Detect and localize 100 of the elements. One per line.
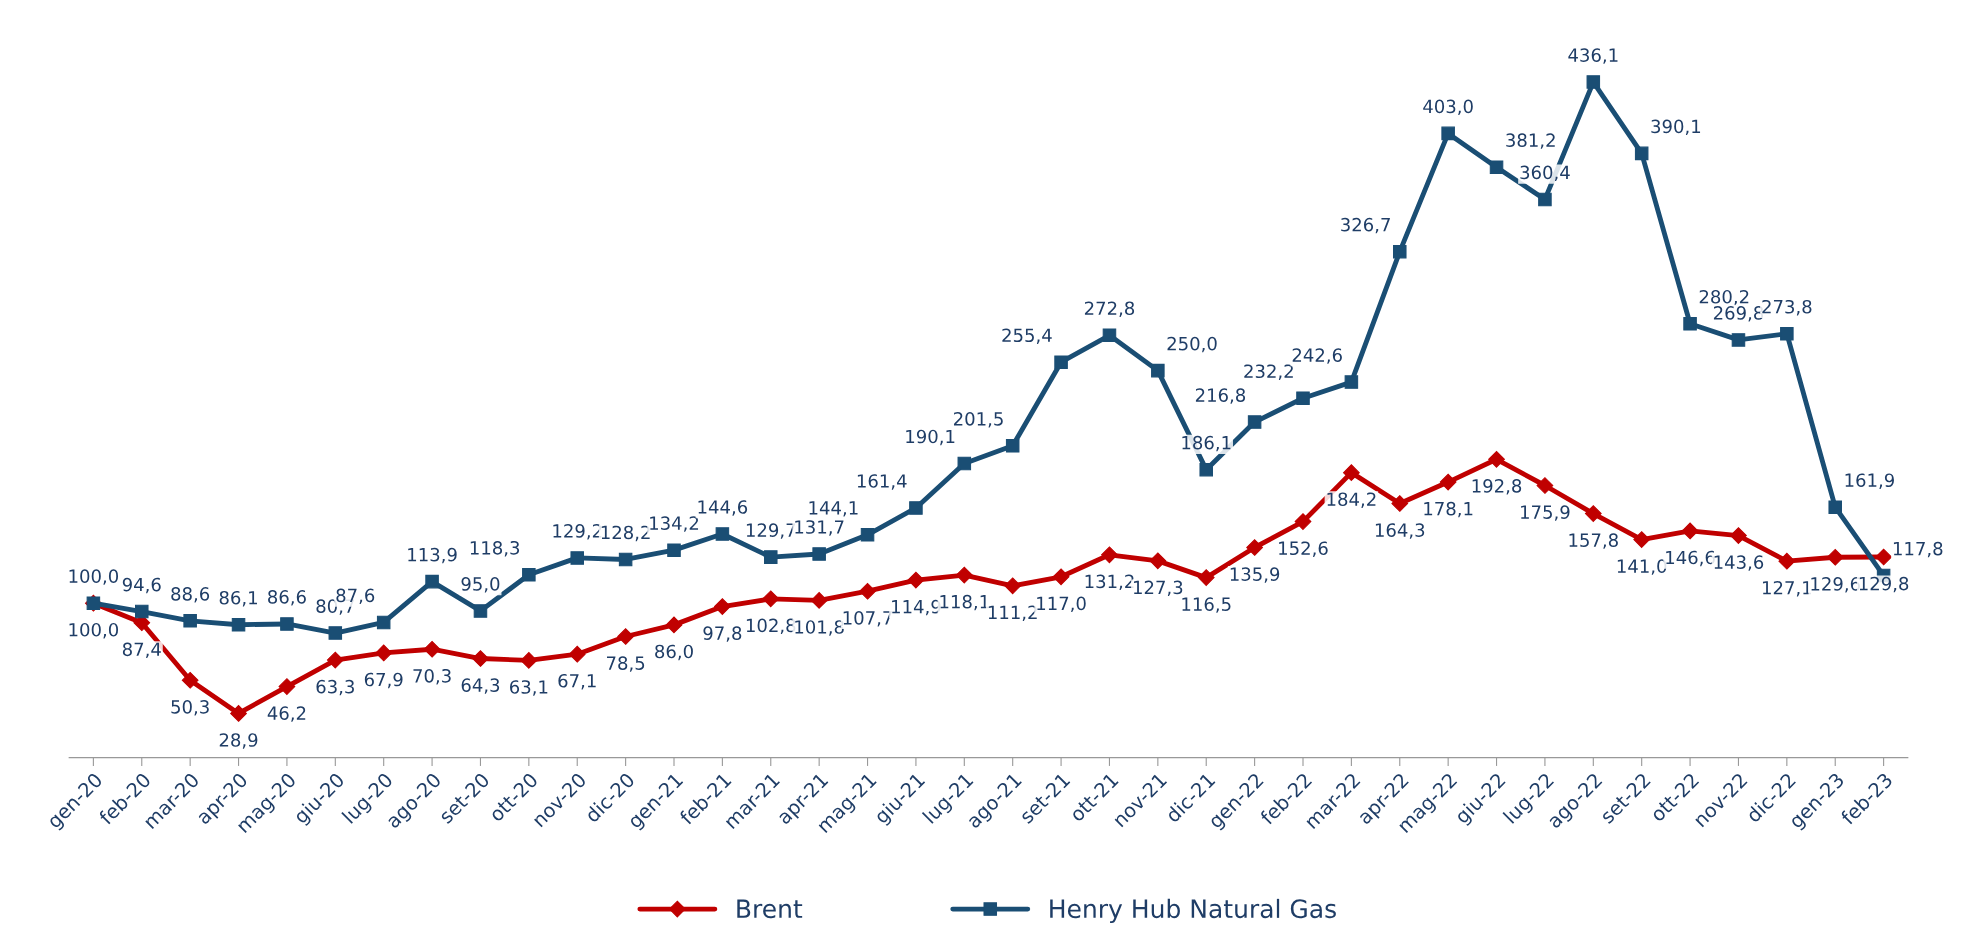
point xyxy=(425,574,439,589)
point xyxy=(909,501,923,515)
point xyxy=(1536,477,1554,494)
data-label: 144,6 xyxy=(698,500,748,516)
data-label: 152,6 xyxy=(1279,541,1328,557)
legend-label: Henry Hub Natural Gas xyxy=(1050,898,1336,924)
data-label: 190,1 xyxy=(906,429,955,446)
data-label: 118,1 xyxy=(940,594,989,611)
point xyxy=(568,645,586,663)
point xyxy=(1586,75,1601,89)
point xyxy=(135,604,149,619)
data-label: 232,2 xyxy=(1244,364,1293,380)
point xyxy=(907,571,925,589)
data-label: 86,1 xyxy=(219,590,257,607)
data-label: 46,2 xyxy=(267,706,306,722)
data-label: 146,6 xyxy=(1666,550,1715,567)
data-label: 272,8 xyxy=(1084,301,1135,317)
point xyxy=(1778,552,1796,570)
data-label: 117,0 xyxy=(1037,596,1086,613)
data-label: 131,2 xyxy=(1085,574,1134,591)
data-label: 86,6 xyxy=(268,590,306,606)
legend-label: Brent xyxy=(737,899,803,919)
point xyxy=(1875,548,1892,566)
data-label: 134,2 xyxy=(650,516,699,532)
point xyxy=(1488,450,1505,468)
data-label: 97,8 xyxy=(703,626,742,642)
point xyxy=(1151,363,1165,378)
point xyxy=(955,566,973,584)
point xyxy=(1052,568,1070,586)
data-label: 129,7 xyxy=(746,523,796,539)
point xyxy=(1441,126,1455,141)
point xyxy=(1489,160,1504,174)
point xyxy=(1391,495,1409,512)
point xyxy=(181,671,199,689)
point xyxy=(375,644,393,662)
point xyxy=(1392,244,1407,259)
point xyxy=(472,650,489,667)
data-label: 216,8 xyxy=(1195,388,1246,404)
point xyxy=(1634,146,1649,161)
data-label: 161,4 xyxy=(857,474,907,490)
data-label: 100,0 xyxy=(69,569,119,585)
data-label: 186,1 xyxy=(1182,435,1231,452)
point xyxy=(665,616,683,634)
data-label: 50,3 xyxy=(171,699,209,716)
point xyxy=(764,550,778,564)
data-label: 94,6 xyxy=(122,577,161,594)
point xyxy=(1683,317,1697,331)
data-label: 390,1 xyxy=(1651,119,1701,136)
data-label: 360,4 xyxy=(1520,165,1570,182)
point xyxy=(1054,355,1068,369)
point xyxy=(715,527,730,541)
point xyxy=(473,604,488,618)
data-label: 184,2 xyxy=(1327,492,1376,508)
point xyxy=(1149,552,1167,570)
data-label: 114,9 xyxy=(892,599,941,616)
point xyxy=(1197,569,1215,586)
point xyxy=(714,598,731,615)
data-label: 164,3 xyxy=(1375,523,1425,539)
point xyxy=(1101,546,1118,564)
point xyxy=(183,614,197,628)
point xyxy=(1005,439,1020,453)
data-label: 242,6 xyxy=(1292,348,1342,364)
point xyxy=(860,528,875,542)
data-label: 381,2 xyxy=(1506,133,1555,149)
point xyxy=(1199,462,1213,477)
data-label: 269,8 xyxy=(1713,306,1764,322)
data-label: 67,1 xyxy=(558,673,596,690)
point xyxy=(1584,505,1602,522)
data-label: 280,2 xyxy=(1699,289,1749,306)
point xyxy=(618,552,633,567)
data-label: 67,9 xyxy=(364,672,403,689)
point xyxy=(328,626,343,640)
point xyxy=(423,640,441,658)
point xyxy=(1344,375,1359,389)
data-label: 250,0 xyxy=(1167,336,1217,353)
data-label: 273,8 xyxy=(1762,299,1812,316)
data-label: 144,1 xyxy=(809,501,858,517)
data-label: 128,2 xyxy=(601,525,650,542)
data-label: 117,8 xyxy=(1893,541,1943,558)
point xyxy=(1633,531,1651,548)
data-label: 95,0 xyxy=(461,577,500,593)
point xyxy=(1826,548,1844,566)
point xyxy=(957,456,972,471)
data-label: 192,8 xyxy=(1472,479,1522,495)
data-label: 102,8 xyxy=(746,618,796,635)
data-label: 201,5 xyxy=(953,411,1003,428)
data-label: 141,0 xyxy=(1617,559,1667,575)
point xyxy=(1780,326,1794,341)
point xyxy=(1294,513,1312,530)
point xyxy=(1731,333,1746,347)
data-label: 64,3 xyxy=(461,678,500,694)
point xyxy=(1730,527,1747,544)
point xyxy=(1247,415,1262,429)
data-label: 175,9 xyxy=(1521,505,1570,521)
data-label: 157,8 xyxy=(1569,533,1618,549)
point xyxy=(1681,522,1699,540)
point xyxy=(278,678,296,695)
data-label: 100,0 xyxy=(69,622,119,639)
data-label: 326,7 xyxy=(1341,217,1390,234)
data-label: 143,6 xyxy=(1714,555,1764,571)
